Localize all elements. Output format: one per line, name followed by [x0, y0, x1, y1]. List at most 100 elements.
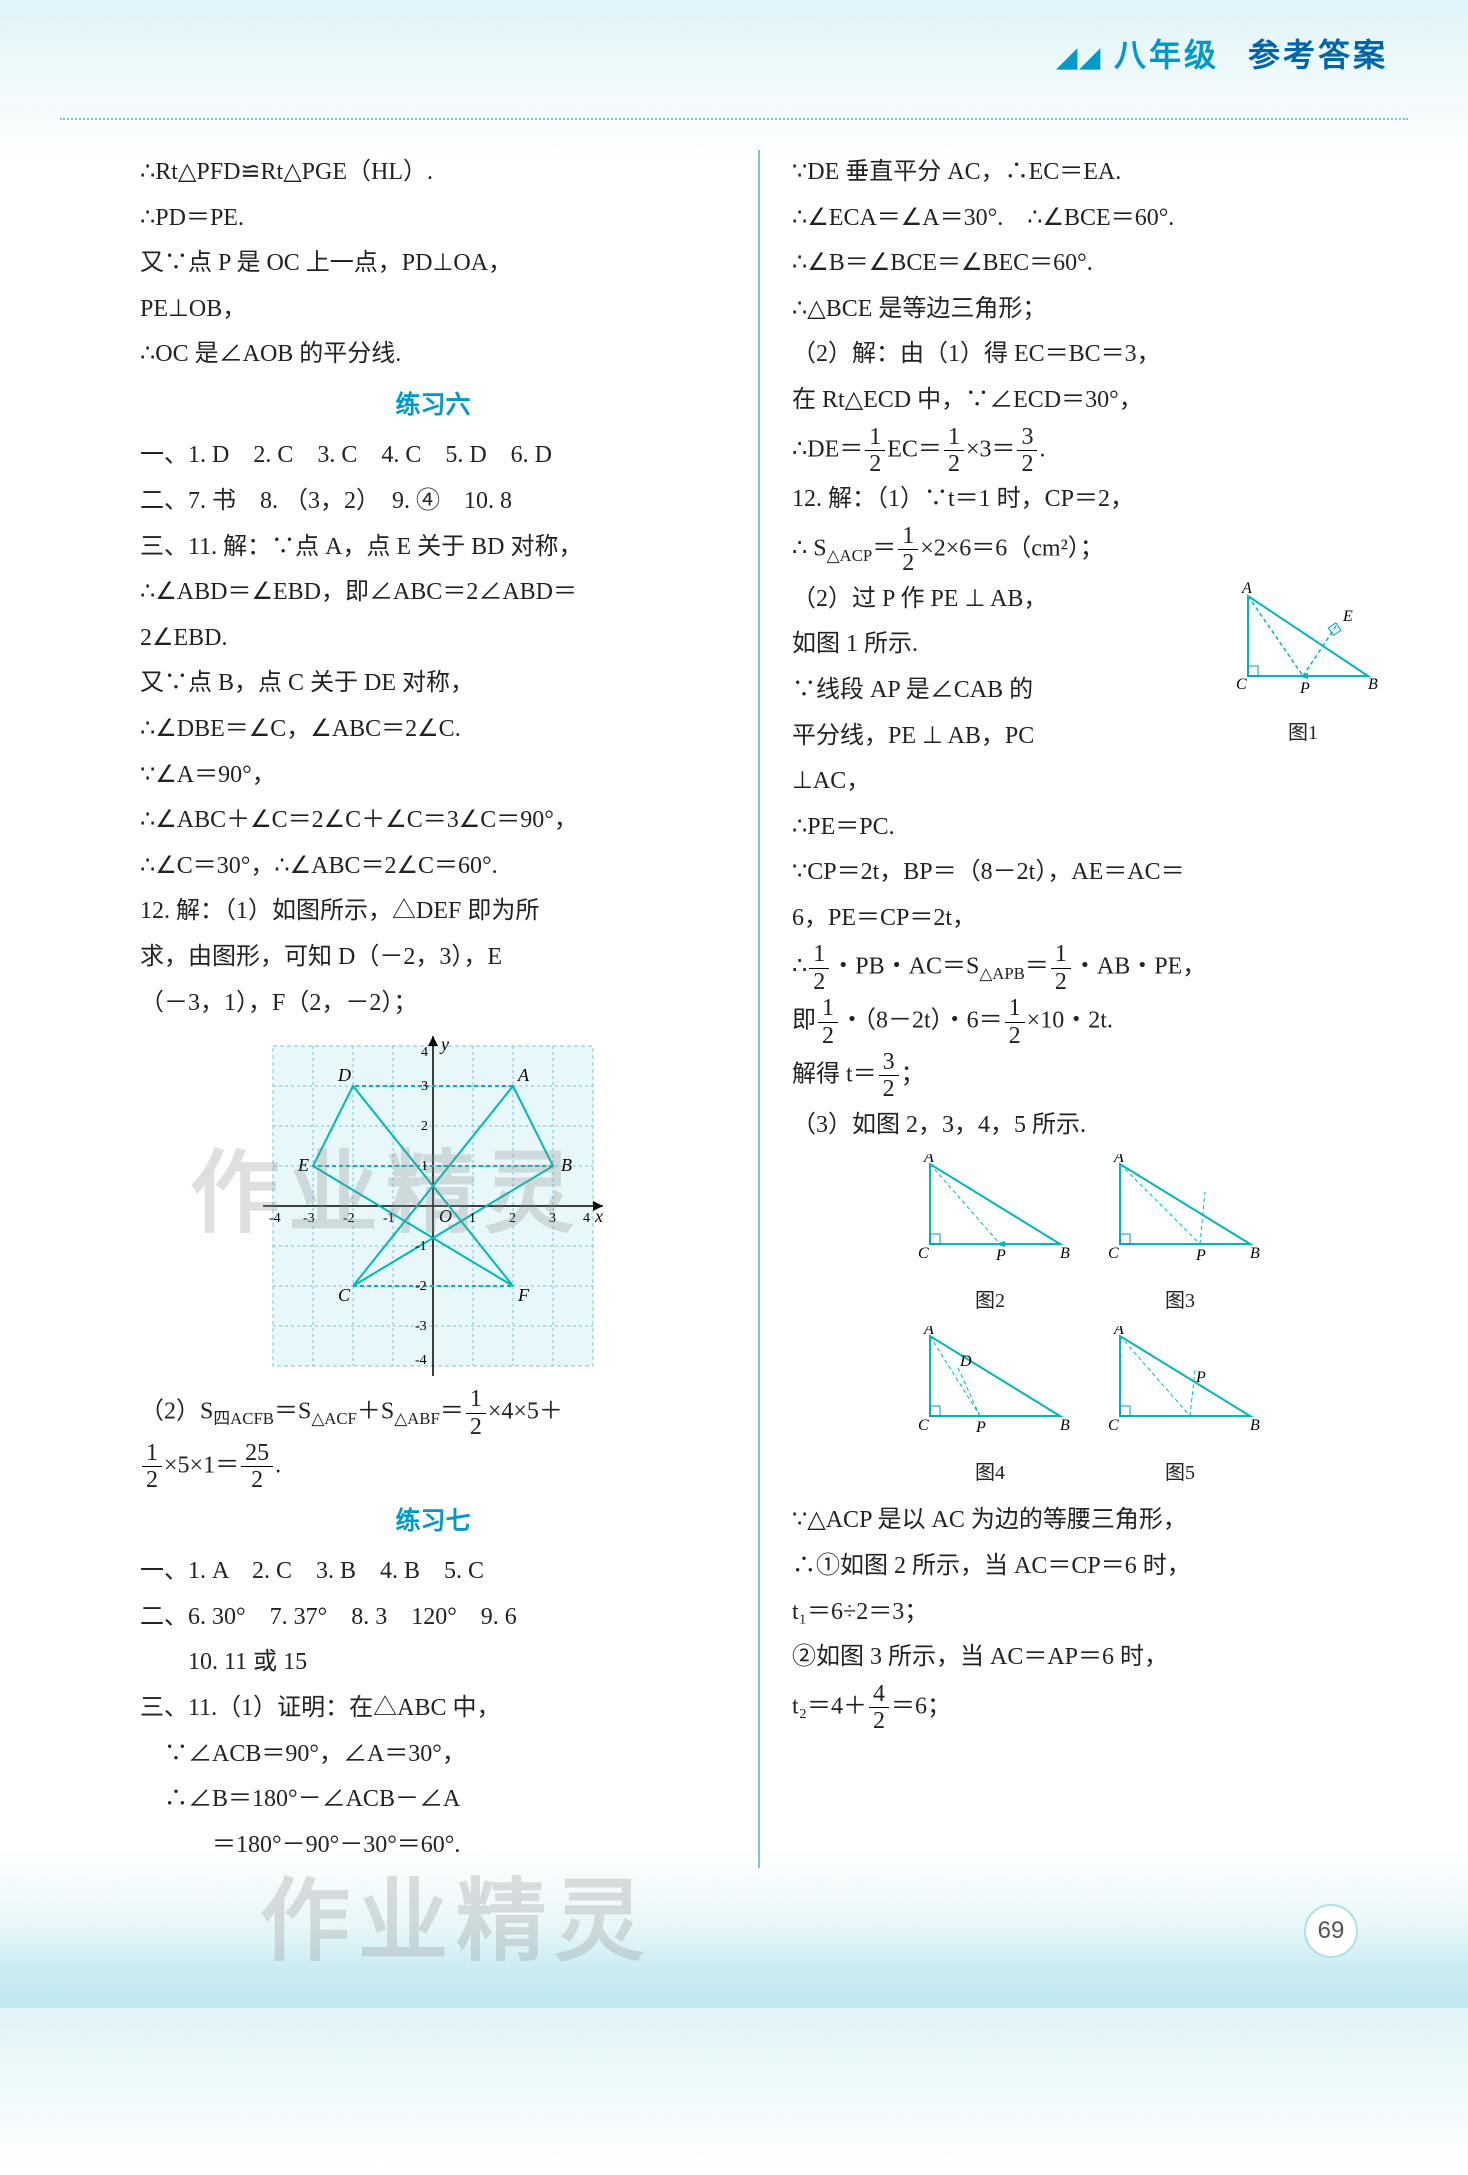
intro-line: 又∵点 P 是 OC 上一点，PD⊥OA， — [140, 241, 726, 287]
svg-text:D: D — [959, 1353, 972, 1370]
intro-line: ∴PD＝PE. — [140, 196, 726, 242]
svg-text:B: B — [1060, 1417, 1070, 1434]
right-column: ∵DE 垂直平分 AC，∴EC＝EA. ∴∠ECA＝∠A＝30°. ∴∠BCE＝… — [764, 150, 1378, 1868]
svg-text:-1: -1 — [383, 1211, 395, 1226]
cont-line: ∴∠ECA＝∠A＝30°. ∴∠BCE＝60°. — [792, 196, 1378, 242]
page-header: ◢◢ 八年级 参考答案 — [0, 0, 1468, 110]
svg-text:O: O — [439, 1206, 452, 1226]
column-divider — [758, 150, 760, 1868]
figure-1-svg: ABC PE — [1228, 581, 1378, 701]
s6-answers-2: 二、7. 书 8. （3，2） 9. ④ 10. 8 — [140, 479, 726, 525]
svg-text:B: B — [1250, 1417, 1260, 1434]
s7-q11: 三、11.（1）证明：在△ABC 中， — [140, 1686, 726, 1732]
svg-text:-1: -1 — [415, 1239, 427, 1254]
figure-row-2: ABCPD 图4 ABCP 图5 — [792, 1326, 1378, 1492]
s6-q11: ∴∠ABC＋∠C＝2∠C＋∠C＝3∠C＝90°， — [140, 798, 726, 844]
s6-q12a: 求，由图形，可知 D（－2，3），E — [140, 935, 726, 981]
svg-text:C: C — [338, 1285, 351, 1305]
svg-text:x: x — [594, 1206, 603, 1226]
s6-q11: 三、11. 解：∵点 A，点 E 关于 BD 对称， — [140, 525, 726, 571]
s6-q12a: 12. 解：（1）如图所示，△DEF 即为所 — [140, 889, 726, 935]
svg-text:D: D — [337, 1065, 351, 1085]
svg-text:C: C — [1236, 676, 1247, 693]
solve-line: 解得 t＝32； — [792, 1049, 1378, 1103]
svg-text:-4: -4 — [269, 1211, 281, 1226]
s7-answers-2b: 10. 11 或 15 — [140, 1640, 726, 1686]
concl: ∵△ACP 是以 AC 为边的等腰三角形， — [792, 1498, 1378, 1544]
section-7-title: 练习七 — [140, 1498, 726, 1546]
svg-text:A: A — [517, 1065, 530, 1085]
concl: t₁＝6÷2＝3； — [792, 1590, 1378, 1636]
svg-text:A: A — [1113, 1154, 1124, 1166]
left-column: ∴Rt△PFD≌Rt△PGE（HL）. ∴PD＝PE. 又∵点 P 是 OC 上… — [140, 150, 754, 1868]
q12-1a: 12. 解：（1）∵t＝1 时，CP＝2， — [792, 477, 1378, 523]
cont-line: ∵DE 垂直平分 AC，∴EC＝EA. — [792, 150, 1378, 196]
eq2-line: 即12・（8－2t）・6＝12×10・2t. — [792, 995, 1378, 1049]
svg-text:4: 4 — [583, 1211, 590, 1226]
svg-text:A: A — [923, 1154, 934, 1166]
svg-text:2: 2 — [421, 1119, 428, 1134]
cont-line: ∴∠B＝∠BCE＝∠BEC＝60°. — [792, 241, 1378, 287]
svg-text:B: B — [1368, 676, 1378, 693]
s6-q11: 又∵点 B，点 C 关于 DE 对称， — [140, 661, 726, 707]
figure-3: ABCP 图3 — [1100, 1154, 1260, 1320]
header-grade: 八年级 — [1114, 37, 1219, 73]
concl: ∴①如图 2 所示，当 AC＝CP＝6 时， — [792, 1544, 1378, 1590]
q12-2: ⊥AC， — [792, 759, 1378, 805]
figure-1: ABC PE 图1 — [1228, 581, 1378, 752]
section-6-title: 练习六 — [140, 382, 726, 430]
figure-2-label: 图2 — [910, 1282, 1070, 1320]
svg-text:1: 1 — [469, 1211, 476, 1226]
de-line: ∴DE＝12EC＝12×3＝32. — [792, 424, 1378, 478]
q12-3: （3）如图 2，3，4，5 所示. — [792, 1103, 1378, 1149]
cont-line: 在 Rt△ECD 中，∵∠ECD＝30°， — [792, 378, 1378, 424]
figure-3-label: 图3 — [1100, 1282, 1260, 1320]
figure-2: ABCP 图2 — [910, 1154, 1070, 1320]
s7-q11: ＝180°－90°－30°＝60°. — [140, 1823, 726, 1869]
svg-text:-3: -3 — [415, 1319, 427, 1334]
intro-line: ∴Rt△PFD≌Rt△PGE（HL）. — [140, 150, 726, 196]
svg-text:C: C — [918, 1245, 929, 1262]
svg-text:A: A — [1241, 581, 1252, 597]
figure-row-1: ABCP 图2 ABCP 图3 — [792, 1154, 1378, 1320]
svg-text:-2: -2 — [415, 1279, 427, 1294]
cont-line: （2）解：由（1）得 EC＝BC＝3， — [792, 332, 1378, 378]
s7-answers-2: 二、6. 30° 7. 37° 8. 3 120° 9. 6 — [140, 1595, 726, 1641]
svg-text:C: C — [1108, 1245, 1119, 1262]
svg-text:B: B — [561, 1155, 572, 1175]
svg-text:3: 3 — [549, 1211, 556, 1226]
concl: ②如图 3 所示，当 AC＝AP＝6 时， — [792, 1635, 1378, 1681]
s6-q11: ∵∠A＝90°， — [140, 753, 726, 799]
intro-line: PE⊥OB， — [140, 287, 726, 333]
figure-4-label: 图4 — [910, 1454, 1070, 1492]
svg-text:E: E — [297, 1155, 309, 1175]
s6-answers-1: 一、1. D 2. C 3. C 4. C 5. D 6. D — [140, 433, 726, 479]
svg-text:-3: -3 — [303, 1211, 315, 1226]
footer-decoration — [0, 1928, 1468, 2008]
figure-4: ABCPD 图4 — [910, 1326, 1070, 1492]
svg-text:-4: -4 — [415, 1353, 427, 1368]
svg-text:2: 2 — [509, 1211, 516, 1226]
svg-text:P: P — [1195, 1247, 1206, 1264]
s6-q12a: （－3，1），F（2，－2）； — [140, 981, 726, 1027]
s7-q11: ∵∠ACB＝90°，∠A＝30°， — [140, 1732, 726, 1778]
t2-line: t₂＝4＋42＝6； — [792, 1681, 1378, 1735]
svg-text:P: P — [995, 1247, 1006, 1264]
figure-5: ABCP 图5 — [1100, 1326, 1260, 1492]
s7-answers-1: 一、1. A 2. C 3. B 4. B 5. C — [140, 1549, 726, 1595]
s6-q11: ∴∠ABD＝∠EBD，即∠ABC＝2∠ABD＝ — [140, 570, 726, 616]
svg-text:4: 4 — [421, 1045, 428, 1060]
figure-1-label: 图1 — [1228, 714, 1378, 752]
s6-q12b-2: 12×5×1＝252. — [140, 1440, 726, 1494]
q12-2: ∴PE＝PC. — [792, 805, 1378, 851]
eq-line: ∴12・PB・AC＝S△APB＝12・AB・PE， — [792, 941, 1378, 995]
intro-line: ∴OC 是∠AOB 的平分线. — [140, 332, 726, 378]
grid-svg: ABC DEF O xy 1234 -1-2-3-4 1234 -1-2-3-4 — [263, 1036, 603, 1376]
svg-text:C: C — [1108, 1417, 1119, 1434]
cont-line: ∴△BCE 是等边三角形； — [792, 287, 1378, 333]
svg-text:E: E — [1342, 608, 1353, 625]
header-title: 参考答案 — [1248, 37, 1388, 73]
svg-text:3: 3 — [421, 1079, 428, 1094]
content-area: ∴Rt△PFD≌Rt△PGE（HL）. ∴PD＝PE. 又∵点 P 是 OC 上… — [0, 120, 1468, 1928]
svg-text:A: A — [923, 1326, 934, 1338]
